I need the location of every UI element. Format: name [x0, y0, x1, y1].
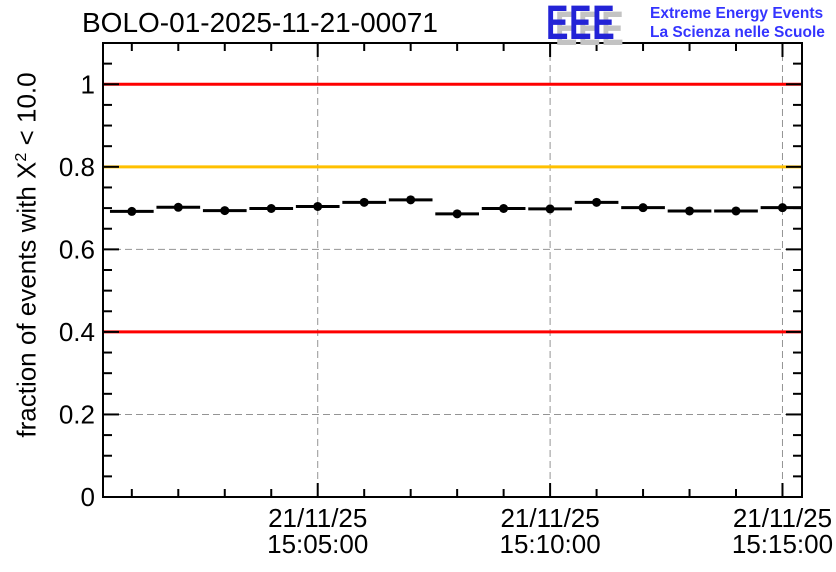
x-tick-label-date: 21/11/25	[268, 503, 367, 533]
chart-title: BOLO-01-2025-11-21-00071	[82, 7, 438, 38]
y-tick-label: 0.6	[59, 234, 95, 264]
gridlines	[103, 43, 802, 497]
y-tick-label: 1	[81, 69, 95, 99]
x-tick-label-time: 15:15:00	[732, 529, 833, 559]
x-tick-labels: 21/11/2515:05:0021/11/2515:10:0021/11/25…	[267, 503, 833, 559]
eee-logo-subtitles: Extreme Energy Events La Scienza nelle S…	[650, 4, 825, 42]
y-tick-labels: 0 0.2 0.4 0.6 0.8 1	[59, 69, 95, 512]
data-point-marker	[685, 206, 695, 216]
eee-logo: EEE EEE Extreme Energy Events La Scienza…	[546, 0, 836, 54]
data-point-marker	[406, 195, 416, 205]
y-tick-label: 0.8	[59, 152, 95, 182]
x-tick-label-time: 15:05:00	[267, 529, 368, 559]
data-point-marker	[777, 203, 787, 213]
x-tick-label-date: 21/11/25	[500, 503, 599, 533]
data-point-marker	[499, 204, 509, 214]
logo-subtitle-line1: Extreme Energy Events	[650, 5, 824, 22]
data-point-marker	[638, 203, 648, 213]
y-tick-label: 0.2	[59, 399, 95, 429]
x-tick-label-date: 21/11/25	[733, 503, 832, 533]
y-tick-label: 0.4	[59, 317, 95, 347]
axis-ticks	[103, 43, 802, 497]
data-point-marker	[313, 201, 323, 211]
x-tick-label-time: 15:10:00	[499, 529, 600, 559]
data-point-marker	[452, 209, 462, 219]
logo-subtitle-line2: La Scienza nelle Scuole	[650, 24, 825, 41]
data-point-marker	[359, 197, 369, 207]
data-point-marker	[266, 204, 276, 214]
eee-logo-acronym: EEE EEE	[546, 0, 650, 54]
y-tick-label: 0	[81, 482, 95, 512]
eee-logo-text: EEE	[546, 0, 616, 50]
reference-lines	[103, 82, 802, 334]
plot-frame	[102, 42, 803, 498]
eee-logo-shadow-text: EEE	[555, 3, 625, 56]
data-point-marker	[220, 206, 230, 216]
data-point-marker	[127, 206, 137, 216]
data-point-marker	[731, 206, 741, 216]
data-point-marker	[592, 197, 602, 207]
y-axis-label-sup: 2	[11, 152, 30, 162]
data-point-marker	[173, 202, 183, 212]
y-axis-label-post: < 10.0	[11, 72, 42, 153]
data-point-marker	[545, 204, 555, 214]
y-axis-label-pre: fraction of events with X	[11, 161, 42, 438]
y-axis-label: fraction of events with X2 < 10.0	[12, 72, 43, 437]
data-series	[109, 195, 802, 219]
